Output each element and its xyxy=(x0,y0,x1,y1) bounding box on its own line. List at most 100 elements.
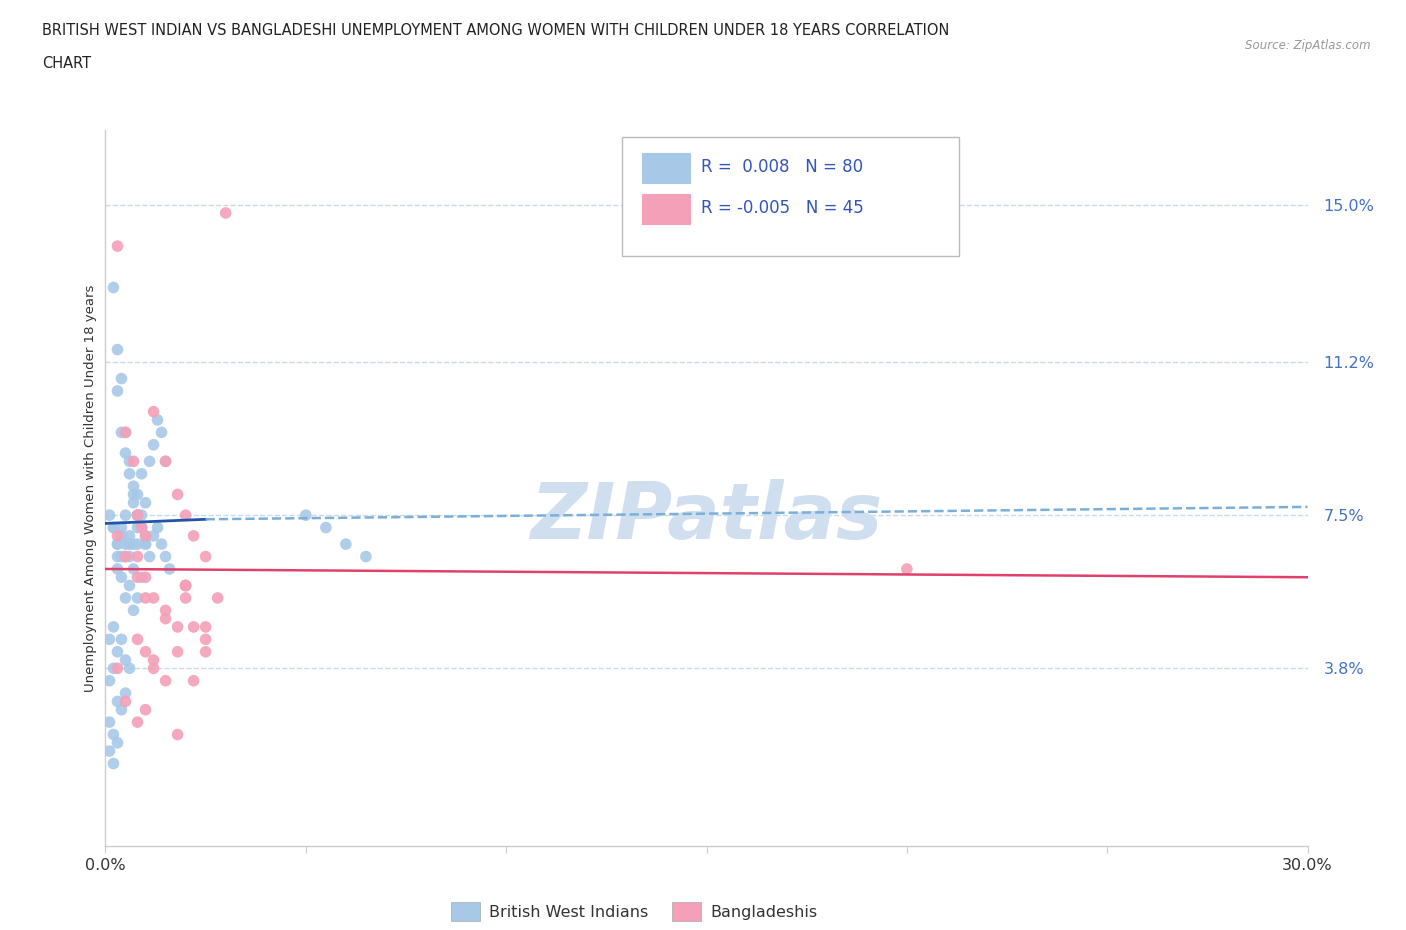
Point xyxy=(127,591,149,605)
Point xyxy=(135,591,157,605)
Text: R = -0.005   N = 45: R = -0.005 N = 45 xyxy=(700,198,863,217)
Point xyxy=(135,528,157,543)
Point xyxy=(135,570,157,585)
Point xyxy=(114,549,136,564)
Point xyxy=(118,454,141,469)
Point xyxy=(114,537,136,551)
Point xyxy=(98,631,121,646)
Point xyxy=(122,562,145,577)
Point xyxy=(127,570,149,585)
Point xyxy=(114,694,136,709)
Point xyxy=(107,383,129,398)
Point xyxy=(107,549,129,564)
Point xyxy=(166,727,188,742)
Point xyxy=(315,520,337,535)
Point xyxy=(107,736,129,751)
Point xyxy=(110,425,132,440)
Point xyxy=(150,425,173,440)
Point xyxy=(146,413,169,428)
Point xyxy=(118,549,141,564)
Legend: British West Indians, Bangladeshis: British West Indians, Bangladeshis xyxy=(451,902,818,921)
Point xyxy=(174,508,197,523)
Point xyxy=(107,528,129,543)
Point xyxy=(103,280,125,295)
Point xyxy=(103,756,125,771)
Point xyxy=(354,549,377,564)
Point xyxy=(114,591,136,605)
Point xyxy=(138,454,160,469)
Point xyxy=(127,537,149,551)
Point xyxy=(98,508,121,523)
Point xyxy=(155,454,177,469)
Point xyxy=(98,714,121,729)
Point xyxy=(127,520,149,535)
Point xyxy=(118,528,141,543)
Point xyxy=(207,591,229,605)
Point xyxy=(122,479,145,494)
Point xyxy=(214,206,236,220)
Point xyxy=(107,537,129,551)
Point xyxy=(166,619,188,634)
Text: R =  0.008   N = 80: R = 0.008 N = 80 xyxy=(700,158,863,176)
Text: ZIPatlas: ZIPatlas xyxy=(530,479,883,555)
Point xyxy=(107,239,129,254)
Point xyxy=(118,466,141,481)
FancyBboxPatch shape xyxy=(641,153,690,183)
Point xyxy=(114,425,136,440)
Point xyxy=(896,562,918,577)
Point xyxy=(174,578,197,593)
Point xyxy=(107,644,129,659)
Y-axis label: Unemployment Among Women with Children Under 18 years: Unemployment Among Women with Children U… xyxy=(84,285,97,692)
Point xyxy=(135,528,157,543)
Point xyxy=(114,508,136,523)
Point xyxy=(131,508,153,523)
Point xyxy=(107,562,129,577)
Point xyxy=(110,549,132,564)
Point xyxy=(114,549,136,564)
Point xyxy=(335,537,357,551)
Point xyxy=(103,727,125,742)
Point xyxy=(127,508,149,523)
Point xyxy=(174,578,197,593)
Point xyxy=(295,508,318,523)
Point xyxy=(183,673,205,688)
Point xyxy=(110,570,132,585)
Point xyxy=(146,520,169,535)
Point xyxy=(110,631,132,646)
Point xyxy=(135,702,157,717)
Point xyxy=(135,537,157,551)
Text: CHART: CHART xyxy=(42,56,91,71)
Point xyxy=(122,487,145,502)
Point xyxy=(194,619,217,634)
Point xyxy=(118,661,141,676)
Point xyxy=(98,744,121,759)
Point xyxy=(174,578,197,593)
Point xyxy=(103,520,125,535)
Point xyxy=(122,603,145,618)
Point xyxy=(155,549,177,564)
Point xyxy=(194,549,217,564)
Point xyxy=(142,528,165,543)
Text: BRITISH WEST INDIAN VS BANGLADESHI UNEMPLOYMENT AMONG WOMEN WITH CHILDREN UNDER : BRITISH WEST INDIAN VS BANGLADESHI UNEMP… xyxy=(42,23,949,38)
Point xyxy=(118,578,141,593)
Point xyxy=(127,714,149,729)
Text: Source: ZipAtlas.com: Source: ZipAtlas.com xyxy=(1246,39,1371,52)
Point xyxy=(155,603,177,618)
FancyBboxPatch shape xyxy=(623,138,959,256)
Point xyxy=(107,342,129,357)
Point xyxy=(150,537,173,551)
Point xyxy=(155,454,177,469)
Point xyxy=(166,487,188,502)
Point xyxy=(166,644,188,659)
Point xyxy=(142,653,165,668)
Point xyxy=(114,685,136,700)
Point xyxy=(107,661,129,676)
Point xyxy=(110,520,132,535)
Point xyxy=(127,487,149,502)
Point xyxy=(110,371,132,386)
Point xyxy=(131,466,153,481)
Point xyxy=(114,425,136,440)
Point xyxy=(118,537,141,551)
Point xyxy=(127,508,149,523)
Point xyxy=(131,520,153,535)
